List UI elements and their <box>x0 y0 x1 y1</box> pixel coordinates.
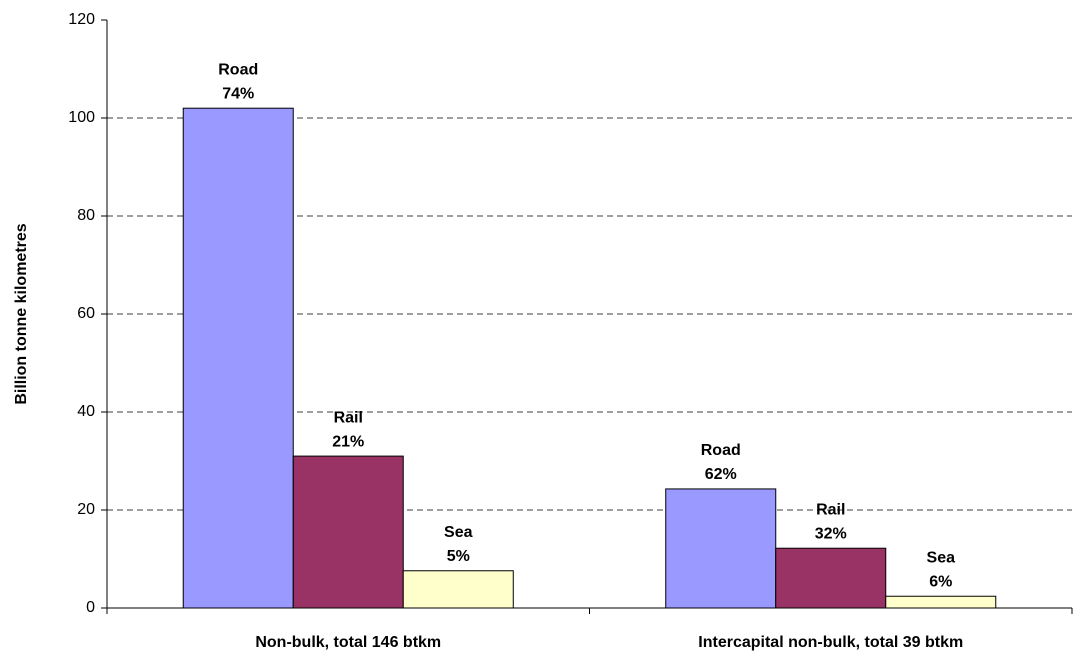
bar-share-label: 74% <box>222 85 254 102</box>
bar <box>182 107 294 609</box>
bar-series-label: Road <box>701 442 741 459</box>
bar <box>775 547 887 609</box>
bar-series-label: Rail <box>816 501 845 518</box>
bar-share-label: 62% <box>705 466 737 483</box>
y-tick-label: 120 <box>68 11 95 28</box>
x-tick-label: Intercapital non-bulk, total 39 btkm <box>698 634 963 651</box>
x-tick-label: Non-bulk, total 146 btkm <box>255 634 441 651</box>
bar-share-label: 6% <box>929 573 952 590</box>
bar-share-label: 5% <box>447 548 470 565</box>
y-axis-label: Billion tonne kilometres <box>13 223 30 404</box>
bar-share-label: 21% <box>332 433 364 450</box>
bar <box>402 570 514 609</box>
y-tick-label: 60 <box>77 305 95 322</box>
bar-share-label: 32% <box>815 525 847 542</box>
y-tick-label: 20 <box>77 501 95 518</box>
bar <box>885 595 997 609</box>
y-tick-label: 100 <box>68 109 95 126</box>
y-tick-label: 80 <box>77 207 95 224</box>
y-tick-label: 40 <box>77 403 95 420</box>
y-tick-label: 0 <box>86 599 95 616</box>
bar <box>665 488 777 609</box>
bar-series-label: Road <box>218 61 258 78</box>
bar-series-label: Sea <box>444 524 473 541</box>
bar-series-label: Rail <box>334 409 363 426</box>
bar <box>292 455 404 609</box>
bar-series-label: Sea <box>927 549 956 566</box>
